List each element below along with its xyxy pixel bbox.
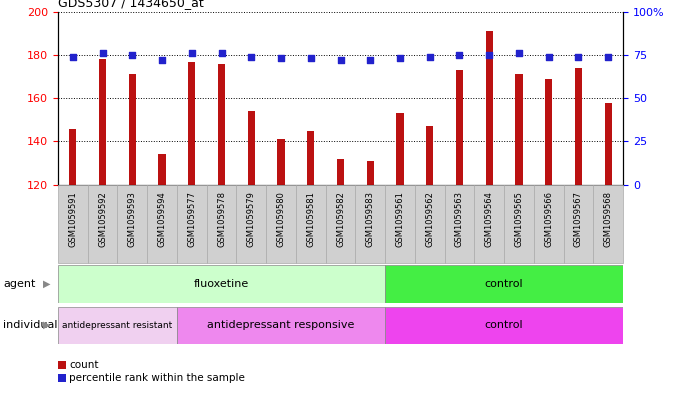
Bar bbox=[534, 185, 564, 263]
Point bbox=[127, 52, 138, 58]
Bar bbox=[426, 126, 434, 185]
Bar bbox=[486, 31, 493, 185]
Text: antidepressant resistant: antidepressant resistant bbox=[62, 321, 172, 330]
Point bbox=[305, 55, 316, 62]
Bar bbox=[206, 185, 236, 263]
Text: GSM1059592: GSM1059592 bbox=[98, 191, 107, 247]
Text: GSM1059593: GSM1059593 bbox=[128, 191, 137, 247]
Bar bbox=[158, 154, 165, 185]
Bar bbox=[385, 265, 623, 303]
Bar bbox=[177, 307, 385, 344]
Bar bbox=[475, 185, 504, 263]
Bar bbox=[147, 185, 177, 263]
Point bbox=[187, 50, 197, 57]
Bar bbox=[385, 185, 415, 263]
Text: GSM1059567: GSM1059567 bbox=[574, 191, 583, 247]
Bar bbox=[296, 185, 326, 263]
Text: agent: agent bbox=[3, 279, 36, 289]
Text: ▶: ▶ bbox=[43, 279, 50, 289]
Text: GSM1059565: GSM1059565 bbox=[514, 191, 524, 247]
Bar bbox=[456, 70, 463, 185]
Bar bbox=[366, 161, 374, 185]
Point bbox=[484, 52, 494, 58]
Bar bbox=[355, 185, 385, 263]
Bar bbox=[307, 130, 315, 185]
Bar bbox=[177, 185, 206, 263]
Text: GSM1059577: GSM1059577 bbox=[187, 191, 196, 247]
Bar bbox=[58, 185, 88, 263]
Bar bbox=[575, 68, 582, 185]
Text: GSM1059561: GSM1059561 bbox=[396, 191, 405, 247]
Bar bbox=[58, 307, 177, 344]
Point bbox=[335, 57, 346, 63]
Text: ▶: ▶ bbox=[43, 320, 50, 330]
Bar bbox=[516, 74, 523, 185]
Bar bbox=[564, 185, 593, 263]
Text: GSM1059581: GSM1059581 bbox=[306, 191, 315, 247]
Point bbox=[543, 53, 554, 60]
Text: individual: individual bbox=[3, 320, 58, 330]
Text: control: control bbox=[485, 320, 524, 330]
Text: GSM1059583: GSM1059583 bbox=[366, 191, 375, 247]
Text: percentile rank within the sample: percentile rank within the sample bbox=[69, 373, 245, 383]
Text: GSM1059568: GSM1059568 bbox=[604, 191, 613, 247]
Text: GSM1059594: GSM1059594 bbox=[157, 191, 167, 247]
Point bbox=[246, 53, 257, 60]
Point bbox=[365, 57, 376, 63]
Bar bbox=[337, 159, 344, 185]
Text: GSM1059564: GSM1059564 bbox=[485, 191, 494, 247]
Bar bbox=[88, 185, 117, 263]
Text: count: count bbox=[69, 360, 99, 370]
Bar bbox=[277, 139, 285, 185]
Point bbox=[276, 55, 287, 62]
Text: GSM1059580: GSM1059580 bbox=[276, 191, 285, 247]
Text: fluoxetine: fluoxetine bbox=[194, 279, 249, 289]
Bar bbox=[188, 61, 195, 185]
Text: GSM1059562: GSM1059562 bbox=[425, 191, 434, 247]
Text: GDS5307 / 1434650_at: GDS5307 / 1434650_at bbox=[58, 0, 204, 9]
Point bbox=[394, 55, 405, 62]
Text: GSM1059591: GSM1059591 bbox=[68, 191, 77, 247]
Text: GSM1059566: GSM1059566 bbox=[544, 191, 553, 247]
Bar bbox=[117, 185, 147, 263]
Point bbox=[216, 50, 227, 57]
Text: control: control bbox=[485, 279, 524, 289]
Bar bbox=[69, 129, 76, 185]
Text: antidepressant responsive: antidepressant responsive bbox=[207, 320, 355, 330]
Text: GSM1059563: GSM1059563 bbox=[455, 191, 464, 247]
Bar bbox=[545, 79, 552, 185]
Bar bbox=[99, 59, 106, 185]
Bar bbox=[445, 185, 475, 263]
Text: GSM1059579: GSM1059579 bbox=[247, 191, 256, 247]
Bar bbox=[218, 64, 225, 185]
Bar bbox=[385, 307, 623, 344]
Bar bbox=[58, 265, 385, 303]
Point bbox=[454, 52, 465, 58]
Text: GSM1059582: GSM1059582 bbox=[336, 191, 345, 247]
Point bbox=[67, 53, 78, 60]
Bar bbox=[326, 185, 355, 263]
Bar bbox=[605, 103, 612, 185]
Point bbox=[157, 57, 168, 63]
Bar bbox=[593, 185, 623, 263]
Text: GSM1059578: GSM1059578 bbox=[217, 191, 226, 247]
Bar bbox=[504, 185, 534, 263]
Bar bbox=[247, 111, 255, 185]
Point bbox=[97, 50, 108, 57]
Bar bbox=[266, 185, 296, 263]
Point bbox=[603, 53, 614, 60]
Bar bbox=[396, 113, 404, 185]
Bar bbox=[415, 185, 445, 263]
Bar bbox=[236, 185, 266, 263]
Point bbox=[513, 50, 524, 57]
Point bbox=[424, 53, 435, 60]
Bar bbox=[129, 74, 136, 185]
Point bbox=[573, 53, 584, 60]
